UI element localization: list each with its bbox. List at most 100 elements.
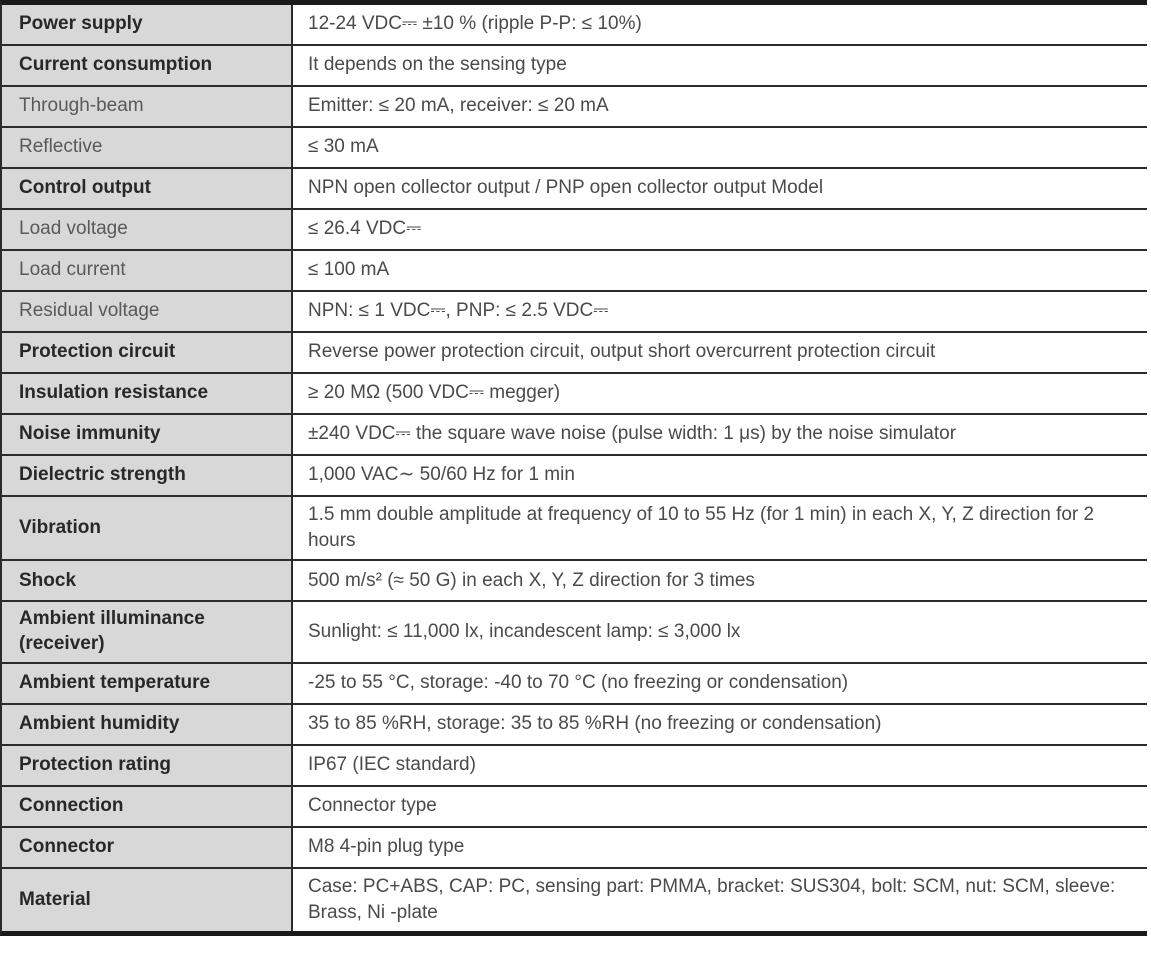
spec-value-cell: ≤ 26.4 VDC⎓ xyxy=(293,210,1147,249)
spec-row: Dielectric strength 1,000 VAC∼ 50/60 Hz … xyxy=(2,454,1147,495)
spec-value-cell: 35 to 85 %RH, storage: 35 to 85 %RH (no … xyxy=(293,705,1147,744)
spec-row: Reflective ≤ 30 mA xyxy=(2,126,1147,167)
spec-value-cell: ±240 VDC⎓ the square wave noise (pulse w… xyxy=(293,415,1147,454)
spec-label-cell: Through-beam xyxy=(2,87,293,126)
spec-value: ≤ 100 mA xyxy=(308,259,390,281)
spec-label: Ambient temperature xyxy=(19,671,211,693)
spec-label-cell: Protection rating xyxy=(2,745,293,785)
spec-value: IP67 (IEC standard) xyxy=(308,754,476,776)
spec-label-cell: Material xyxy=(2,868,293,932)
spec-value: Emitter: ≤ 20 mA, receiver: ≤ 20 mA xyxy=(308,95,609,117)
spec-row: Vibration 1.5 mm double amplitude at fre… xyxy=(2,495,1147,560)
spec-row: Protection rating IP67 (IEC standard) xyxy=(2,743,1147,785)
spec-label-cell: Ambient illuminance (receiver) xyxy=(2,602,293,662)
spec-label-cell: Load voltage xyxy=(2,210,293,249)
spec-value-cell: ≤ 30 mA xyxy=(293,128,1147,167)
spec-row: Protection circuit Reverse power protect… xyxy=(2,331,1147,372)
spec-label: Ambient illuminance (receiver) xyxy=(19,608,205,655)
spec-value-cell: Sunlight: ≤ 11,000 lx, incandescent lamp… xyxy=(293,602,1147,661)
spec-label: Shock xyxy=(19,569,77,591)
spec-label-cell: Control output xyxy=(2,169,293,208)
spec-value: 1.5 mm double amplitude at frequency of … xyxy=(308,504,1095,552)
spec-value: -25 to 55 °C, storage: -40 to 70 °C (no … xyxy=(308,672,849,694)
spec-label-cell: Current consumption xyxy=(2,46,293,85)
spec-label-cell: Insulation resistance xyxy=(2,374,293,413)
spec-value: NPN: ≤ 1 VDC⎓, PNP: ≤ 2.5 VDC⎓ xyxy=(308,300,609,322)
spec-label: Load current xyxy=(19,259,126,281)
spec-value: M8 4-pin plug type xyxy=(308,836,465,858)
spec-value-cell: Reverse power protection circuit, output… xyxy=(293,333,1147,372)
spec-value: NPN open collector output / PNP open col… xyxy=(308,177,824,199)
spec-value-cell: ≥ 20 MΩ (500 VDC⎓ megger) xyxy=(293,374,1147,413)
spec-row: Control output NPN open collector output… xyxy=(2,167,1147,208)
spec-label: Ambient humidity xyxy=(19,712,180,734)
spec-value-cell: 500 m/s² (≈ 50 G) in each X, Y, Z direct… xyxy=(293,561,1147,600)
spec-value: 500 m/s² (≈ 50 G) in each X, Y, Z direct… xyxy=(308,569,755,591)
spec-row: Connection Connector type xyxy=(2,784,1147,826)
spec-value-cell: NPN: ≤ 1 VDC⎓, PNP: ≤ 2.5 VDC⎓ xyxy=(293,292,1147,331)
spec-label: Current consumption xyxy=(19,54,213,76)
spec-label: Connection xyxy=(19,794,124,816)
spec-value-cell: M8 4-pin plug type xyxy=(293,828,1147,867)
spec-label: Insulation resistance xyxy=(19,382,209,404)
spec-label: Reflective xyxy=(19,136,103,158)
spec-label-cell: Vibration xyxy=(2,497,293,560)
spec-label-cell: Dielectric strength xyxy=(2,456,293,495)
spec-label-cell: Load current xyxy=(2,251,293,290)
spec-label: Residual voltage xyxy=(19,300,160,322)
spec-value: ≥ 20 MΩ (500 VDC⎓ megger) xyxy=(308,382,561,404)
spec-value: 1,000 VAC∼ 50/60 Hz for 1 min xyxy=(308,464,575,486)
spec-value-cell: Emitter: ≤ 20 mA, receiver: ≤ 20 mA xyxy=(293,87,1147,126)
spec-row: Ambient temperature -25 to 55 °C, storag… xyxy=(2,661,1147,703)
spec-value-cell: 1,000 VAC∼ 50/60 Hz for 1 min xyxy=(293,456,1147,495)
spec-label: Through-beam xyxy=(19,95,144,117)
spec-table-body: Power supply 12-24 VDC⎓ ±10 % (ripple P-… xyxy=(2,5,1147,932)
spec-label: Protection rating xyxy=(19,753,172,775)
spec-row: Noise immunity ±240 VDC⎓ the square wave… xyxy=(2,413,1147,454)
spec-row: Residual voltage NPN: ≤ 1 VDC⎓, PNP: ≤ 2… xyxy=(2,290,1147,331)
spec-row: Through-beam Emitter: ≤ 20 mA, receiver:… xyxy=(2,85,1147,126)
spec-row: Ambient illuminance (receiver) Sunlight:… xyxy=(2,600,1147,662)
spec-row: Ambient humidity 35 to 85 %RH, storage: … xyxy=(2,702,1147,744)
spec-value: Case: PC+ABS, CAP: PC, sensing part: PMM… xyxy=(308,875,1116,924)
spec-label-cell: Noise immunity xyxy=(2,415,293,454)
spec-value-cell: 1.5 mm double amplitude at frequency of … xyxy=(293,497,1147,559)
spec-label-cell: Reflective xyxy=(2,128,293,167)
spec-value-cell: NPN open collector output / PNP open col… xyxy=(293,169,1147,208)
spec-row: Insulation resistance ≥ 20 MΩ (500 VDC⎓ … xyxy=(2,372,1147,413)
spec-row: Connector M8 4-pin plug type xyxy=(2,825,1147,867)
spec-row: Current consumption It depends on the se… xyxy=(2,44,1147,85)
spec-label-cell: Power supply xyxy=(2,5,293,44)
spec-label-cell: Connection xyxy=(2,786,293,826)
spec-label-cell: Protection circuit xyxy=(2,333,293,372)
spec-label: Dielectric strength xyxy=(19,464,186,486)
spec-value: It depends on the sensing type xyxy=(308,54,567,76)
spec-value-cell: It depends on the sensing type xyxy=(293,46,1147,85)
spec-label-cell: Shock xyxy=(2,561,293,601)
spec-row: Shock 500 m/s² (≈ 50 G) in each X, Y, Z … xyxy=(2,559,1147,601)
spec-row: Power supply 12-24 VDC⎓ ±10 % (ripple P-… xyxy=(2,5,1147,44)
spec-label-cell: Ambient humidity xyxy=(2,704,293,744)
specification-table: Power supply 12-24 VDC⎓ ±10 % (ripple P-… xyxy=(0,0,1147,937)
spec-label: Material xyxy=(19,888,91,910)
spec-value: Sunlight: ≤ 11,000 lx, incandescent lamp… xyxy=(308,621,741,643)
spec-value-cell: 12-24 VDC⎓ ±10 % (ripple P-P: ≤ 10%) xyxy=(293,5,1147,44)
spec-value: ≤ 26.4 VDC⎓ xyxy=(308,218,422,240)
spec-label: Connector xyxy=(19,835,114,857)
spec-value: Reverse power protection circuit, output… xyxy=(308,341,936,363)
spec-label: Load voltage xyxy=(19,218,128,240)
spec-value-cell: Connector type xyxy=(293,787,1147,826)
spec-value: Connector type xyxy=(308,795,437,817)
spec-value: ≤ 30 mA xyxy=(308,136,379,158)
spec-value-cell: IP67 (IEC standard) xyxy=(293,746,1147,785)
spec-label: Control output xyxy=(19,177,151,199)
spec-label-cell: Ambient temperature xyxy=(2,663,293,703)
spec-row: Material Case: PC+ABS, CAP: PC, sensing … xyxy=(2,866,1147,932)
spec-value-cell: ≤ 100 mA xyxy=(293,251,1147,290)
spec-label-cell: Residual voltage xyxy=(2,292,293,331)
spec-value-cell: Case: PC+ABS, CAP: PC, sensing part: PMM… xyxy=(293,869,1147,931)
spec-row: Load voltage ≤ 26.4 VDC⎓ xyxy=(2,208,1147,249)
spec-label: Protection circuit xyxy=(19,341,176,363)
spec-row: Load current ≤ 100 mA xyxy=(2,249,1147,290)
spec-value: ±240 VDC⎓ the square wave noise (pulse w… xyxy=(308,423,957,445)
